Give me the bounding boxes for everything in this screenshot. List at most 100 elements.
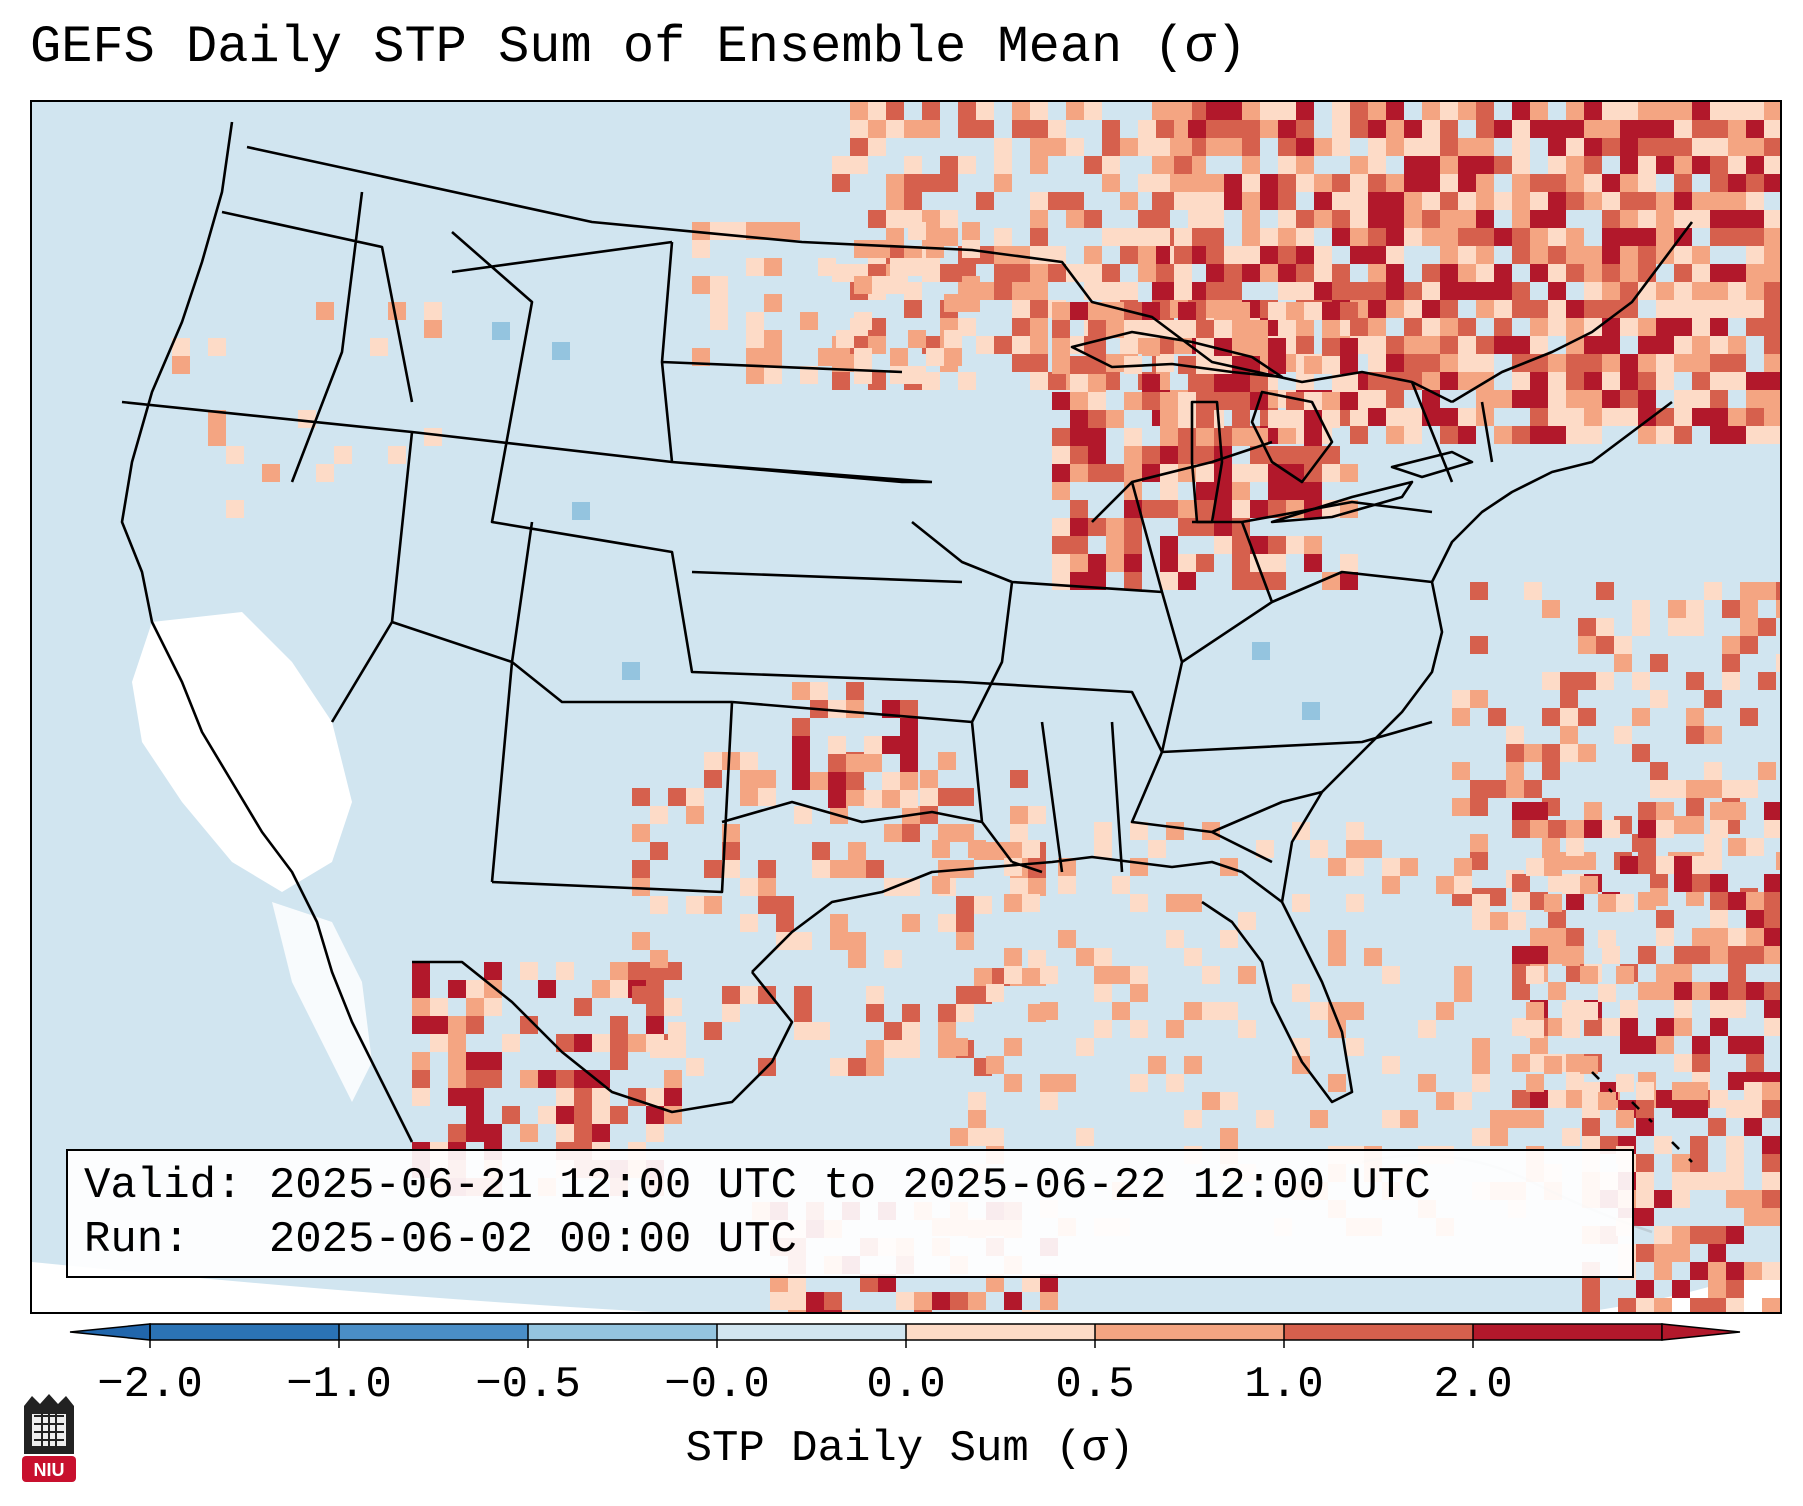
stp-cell: [692, 240, 710, 258]
stp-cell: [1422, 120, 1440, 138]
stp-cell: [1780, 1154, 1782, 1172]
stp-cell: [664, 1088, 682, 1106]
stp-cell: [788, 1310, 806, 1312]
stp-cell: [1602, 174, 1620, 192]
stp-cell: [692, 222, 710, 240]
stp-cell: [1512, 300, 1530, 318]
stp-cell: [932, 1292, 950, 1310]
stp-cell: [1084, 282, 1102, 300]
stp-cell: [1084, 246, 1102, 264]
stp-cell: [1548, 354, 1566, 372]
stp-cell: [1350, 282, 1368, 300]
stp-cell: [1278, 264, 1296, 282]
stp-cell: [878, 1274, 896, 1292]
stp-cell: [1494, 264, 1512, 282]
stp-map: [32, 102, 1782, 1312]
stp-cell: [994, 156, 1012, 174]
stp-cell: [1004, 1292, 1022, 1310]
stp-cell: [1052, 392, 1070, 410]
stp-cell: [758, 770, 776, 788]
map-panel: [30, 100, 1782, 1314]
stp-cell: [1764, 1018, 1780, 1036]
stp-cell: [1674, 946, 1692, 964]
stp-cell: [1232, 338, 1250, 356]
stp-cell: [1744, 1082, 1762, 1100]
stp-cell: [1710, 802, 1728, 820]
stp-cell: [1692, 156, 1710, 174]
stp-cell: [1726, 1226, 1744, 1244]
stp-cell: [1138, 246, 1156, 264]
stp-cell: [1494, 282, 1512, 300]
stp-cell: [854, 348, 872, 366]
stp-cell: [1476, 390, 1494, 408]
stp-cell: [758, 878, 776, 896]
stp-cell: [1728, 156, 1746, 174]
stp-cell: [1638, 192, 1656, 210]
stp-cell: [1232, 320, 1250, 338]
stp-cell: [1224, 282, 1242, 300]
stp-cell: [1512, 820, 1530, 838]
stp-cell: [1112, 876, 1130, 894]
stp-cell: [1120, 228, 1138, 246]
stp-cell: [1490, 1128, 1508, 1146]
stp-cell: [1596, 672, 1614, 690]
stp-cell: [1512, 246, 1530, 264]
stp-cell: [1196, 500, 1214, 518]
stp-cell: [1710, 102, 1728, 120]
stp-cell: [1758, 672, 1776, 690]
stp-cell: [1602, 390, 1620, 408]
stp-cell: [1440, 120, 1458, 138]
stp-cell: [1620, 246, 1638, 264]
stp-cell: [976, 102, 994, 120]
stp-cell: [632, 860, 650, 878]
stp-cell: [632, 824, 650, 842]
stp-cell: [1692, 856, 1710, 874]
stp-cell: [1220, 1128, 1238, 1146]
stp-cell: [794, 1004, 812, 1022]
stp-cell: [1548, 228, 1566, 246]
stp-cell: [1472, 894, 1490, 912]
stp-cell: [1022, 1310, 1040, 1312]
nodata-baja: [272, 902, 372, 1102]
stp-cell: [864, 736, 882, 754]
stp-cell: [1030, 372, 1048, 390]
stp-cell: [1638, 408, 1656, 426]
stp-cell: [740, 914, 758, 932]
stp-cell: [1156, 102, 1174, 120]
stp-cell: [1764, 426, 1780, 444]
stp-cell: [836, 330, 854, 348]
stp-cell: [1350, 228, 1368, 246]
stp-cell: [1596, 618, 1614, 636]
stp-cell: [1656, 372, 1674, 390]
stp-cell: [1278, 138, 1296, 156]
stp-cell: [1242, 156, 1260, 174]
stp-cell: [902, 1040, 920, 1058]
stp-cell: [1250, 320, 1268, 338]
stp-cell: [448, 1052, 466, 1070]
stp-cell: [824, 1310, 842, 1312]
stp-cell: [1220, 1002, 1238, 1020]
stp-cell: [1692, 318, 1710, 336]
stp-cell: [1488, 780, 1506, 798]
stp-cell: [1764, 156, 1780, 174]
stp-cell: [1454, 1092, 1472, 1110]
stp-cell: [1040, 1292, 1058, 1310]
stp-cell: [1692, 336, 1710, 354]
stp-cell: [1052, 320, 1070, 338]
stp-cell: [904, 174, 922, 192]
stp-cell: [1452, 798, 1470, 816]
stp-cell: [1310, 840, 1328, 858]
stp-cell: [466, 1016, 484, 1034]
stp-cell: [1740, 636, 1758, 654]
stp-cell: [1764, 300, 1780, 318]
stp-cell: [1440, 174, 1458, 192]
lake-huron: [1250, 390, 1334, 484]
stp-cell: [1494, 426, 1512, 444]
stp-cell: [1548, 946, 1566, 964]
stp-cell: [1614, 636, 1632, 654]
stp-cell: [1638, 1036, 1656, 1054]
colorbar-segment: [150, 1324, 340, 1340]
stp-cell: [1636, 1190, 1654, 1208]
stp-cell: [1638, 156, 1656, 174]
stp-cell: [1620, 228, 1638, 246]
